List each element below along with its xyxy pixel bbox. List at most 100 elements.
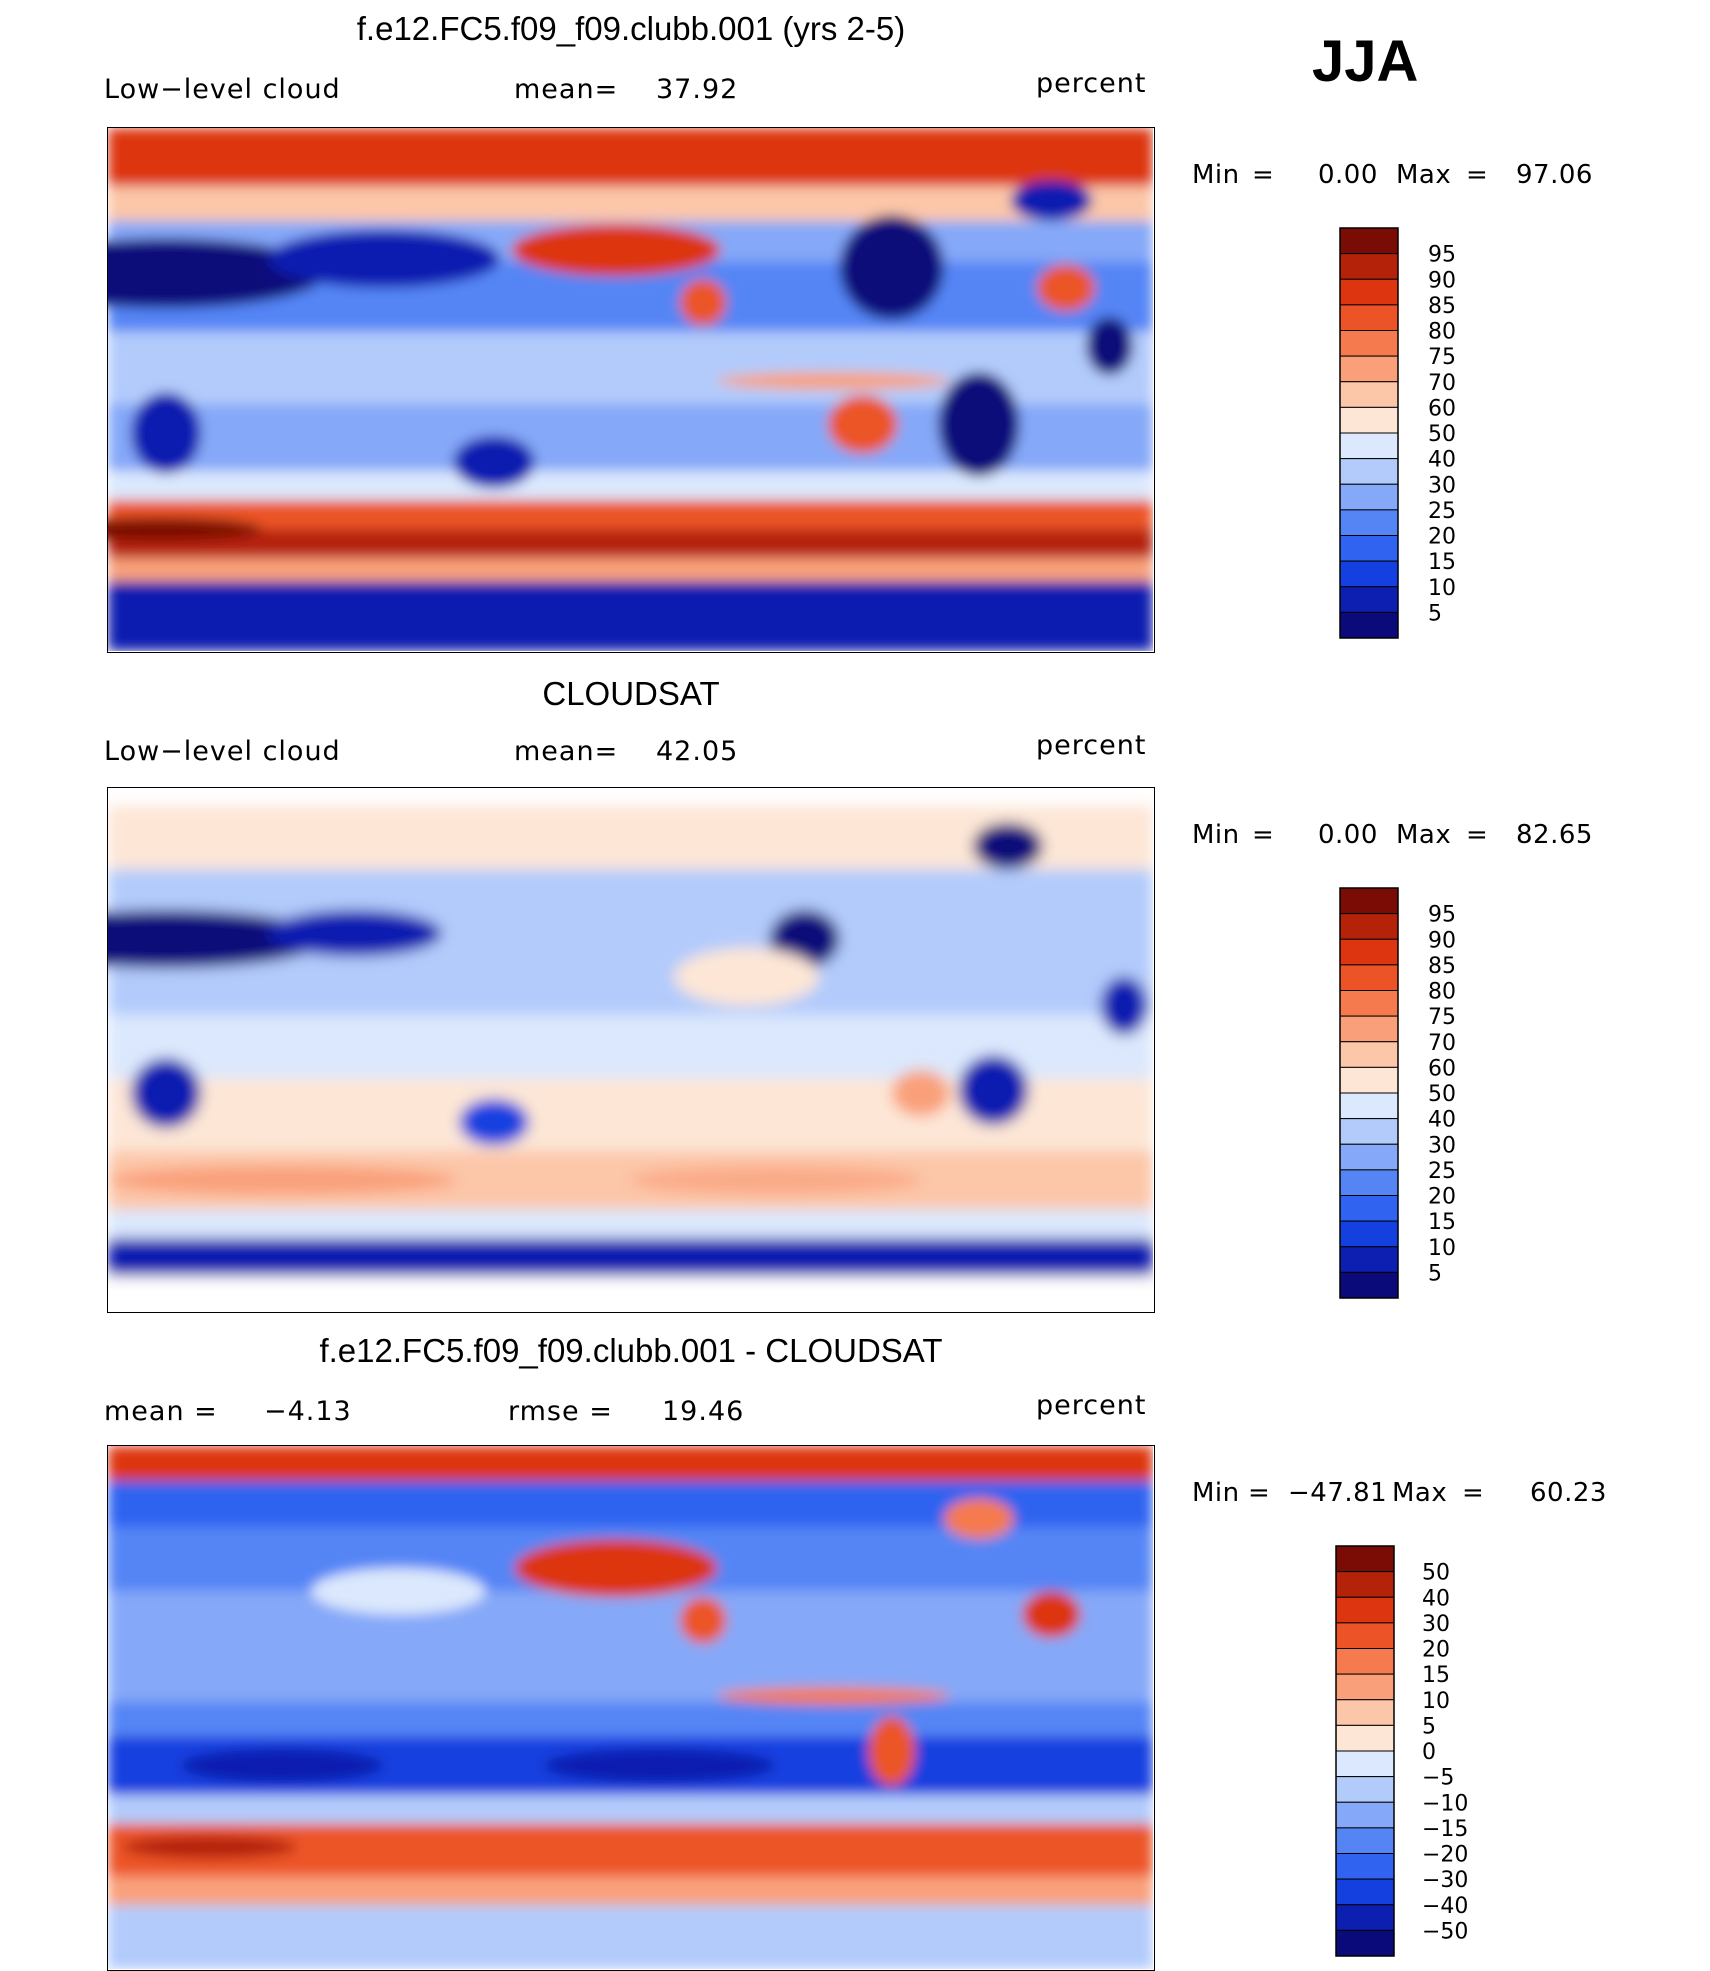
colorbar-1-swatch <box>1339 253 1399 280</box>
colorbar-3-tick-label: −50 <box>1422 1919 1468 1944</box>
colorbar-1-swatch <box>1339 611 1399 639</box>
colorbar-2-swatch <box>1339 1220 1399 1248</box>
panel-2-max-eq: = <box>1466 820 1489 850</box>
colorbar-1-swatch <box>1339 278 1399 306</box>
colorbar-2-swatch <box>1339 1246 1399 1273</box>
colorbar-3-swatch <box>1335 1750 1395 1778</box>
colorbar-2-tick-label: 20 <box>1428 1185 1456 1210</box>
colorbar-2-swatch <box>1339 1195 1399 1222</box>
colorbar-2-swatch <box>1339 1118 1399 1145</box>
panel-2-mean-value: 42.05 <box>656 736 739 767</box>
colorbar-3-swatch <box>1335 1596 1395 1624</box>
panel-2-max-value: 82.65 <box>1516 820 1593 850</box>
colorbar-2-tick-label: 60 <box>1428 1056 1456 1081</box>
colorbar-2-swatch <box>1339 1066 1399 1094</box>
panel-2-map <box>107 787 1155 1313</box>
colorbar-2-tick-label: 80 <box>1428 980 1456 1005</box>
colorbar-3-tick-label: −30 <box>1422 1868 1468 1893</box>
colorbar-1-swatch <box>1339 406 1399 434</box>
colorbar-2-tick-label: 85 <box>1428 954 1456 979</box>
colorbar-3-tick-label: −20 <box>1422 1843 1468 1868</box>
colorbar-2-tick-label: 95 <box>1428 903 1456 928</box>
panel-2-min-value: 0.00 <box>1318 820 1378 850</box>
colorbar-3-tick-label: 20 <box>1422 1638 1450 1663</box>
colorbar-3-swatch <box>1335 1878 1395 1906</box>
colorbar-3-tick-label: −5 <box>1422 1766 1454 1791</box>
colorbar-3-swatch <box>1335 1571 1395 1598</box>
colorbar-1-tick-label: 60 <box>1428 396 1456 421</box>
colorbar-2-swatch <box>1339 1041 1399 1068</box>
panel-3-rmse-value: 19.46 <box>662 1396 745 1427</box>
colorbar-1-swatch <box>1339 227 1399 255</box>
colorbar-1-swatch <box>1339 483 1399 511</box>
panel-2-mean-label: mean= <box>514 736 619 767</box>
colorbar-1-tick-label: 90 <box>1428 268 1456 293</box>
panel-1-map <box>107 127 1155 653</box>
panel-1-min-label: Min <box>1192 160 1240 190</box>
season-label: JJA <box>1312 29 1419 94</box>
colorbar-1-tick-label: 5 <box>1428 601 1442 626</box>
colorbar-2-tick-label: 25 <box>1428 1159 1456 1184</box>
panel-3-max-eq: = <box>1462 1478 1485 1508</box>
panel-3-units: percent <box>1036 1390 1147 1421</box>
colorbar-1-tick-label: 10 <box>1428 576 1456 601</box>
colorbar-2-swatch <box>1339 1169 1399 1196</box>
panel-3-mean-value: −4.13 <box>264 1396 352 1427</box>
colorbar-3-swatch <box>1335 1801 1395 1829</box>
panel-3-map <box>107 1445 1155 1971</box>
panel-1-mean-value: 37.92 <box>656 74 739 105</box>
panel-1-max-eq: = <box>1466 160 1489 190</box>
colorbar-1-tick-label: 30 <box>1428 473 1456 498</box>
colorbar-2-swatch <box>1339 990 1399 1017</box>
colorbar-3-swatch <box>1335 1776 1395 1803</box>
colorbar-3-swatch <box>1335 1853 1395 1880</box>
panel-2-min-label: Min <box>1192 820 1240 850</box>
colorbar-1-tick-label: 20 <box>1428 525 1456 550</box>
colorbar-3-tick-label: 5 <box>1422 1714 1436 1739</box>
colorbar-3-tick-label: 15 <box>1422 1663 1450 1688</box>
colorbar-1-swatch <box>1339 560 1399 588</box>
panel-3-min-value: −47.81 <box>1288 1478 1388 1508</box>
colorbar-2-tick-label: 70 <box>1428 1031 1456 1056</box>
colorbar-2-swatch <box>1339 913 1399 940</box>
colorbar-3-swatch <box>1335 1827 1395 1854</box>
panel-1-min-value: 0.00 <box>1318 160 1378 190</box>
colorbar-3-tick-label: 50 <box>1422 1561 1450 1586</box>
panel-1-max-value: 97.06 <box>1516 160 1593 190</box>
colorbar-3-tick-label: −15 <box>1422 1817 1468 1842</box>
panel-2-units: percent <box>1036 730 1147 761</box>
colorbar-1-tick-label: 40 <box>1428 448 1456 473</box>
panel-3-rmse-label: rmse = <box>508 1396 613 1427</box>
colorbar-2-swatch <box>1339 887 1399 915</box>
colorbar-2-tick-label: 50 <box>1428 1082 1456 1107</box>
colorbar-3-tick-label: 40 <box>1422 1586 1450 1611</box>
colorbar-1-swatch <box>1339 535 1399 562</box>
colorbar-1-swatch <box>1339 355 1399 383</box>
colorbar-2-tick-label: 10 <box>1428 1236 1456 1261</box>
colorbar-2-tick-label: 75 <box>1428 1005 1456 1030</box>
colorbar-2-swatch <box>1339 1015 1399 1043</box>
colorbar-3-swatch <box>1335 1904 1395 1931</box>
colorbar-1-tick-label: 75 <box>1428 345 1456 370</box>
colorbar-2-swatch <box>1339 1092 1399 1120</box>
panel-2-colorbar: 95 90 85 80 75 70 60 50 40 30 25 20 15 10 5 <box>1339 887 1460 1306</box>
panel-1-colorbar: 95 90 85 80 75 70 60 50 40 30 25 20 15 10 5 <box>1339 227 1460 646</box>
colorbar-3-swatch <box>1335 1545 1395 1573</box>
colorbar-1-swatch <box>1339 458 1399 485</box>
colorbar-3-swatch <box>1335 1724 1395 1752</box>
panel-2-title: CLOUDSAT <box>542 675 720 712</box>
colorbar-1-tick-label: 85 <box>1428 294 1456 319</box>
colorbar-1-tick-label: 95 <box>1428 243 1456 268</box>
colorbar-1-swatch <box>1339 330 1399 357</box>
panel-3-max-label: Max <box>1392 1478 1448 1508</box>
colorbar-3-swatch <box>1335 1673 1395 1701</box>
panel-1-units: percent <box>1036 68 1147 99</box>
colorbar-3-tick-label: −40 <box>1422 1894 1468 1919</box>
panel-3-min-label: Min <box>1192 1478 1240 1508</box>
panel-2-variable-label: Low−level cloud <box>104 736 341 767</box>
panel-3-colorbar: 50 40 30 20 15 10 5 0 −5 −10 −15 −20 −30 −40 −50 <box>1335 1545 1468 1964</box>
colorbar-3-tick-label: 10 <box>1422 1689 1450 1714</box>
colorbar-1-swatch <box>1339 509 1399 536</box>
colorbar-2-tick-label: 90 <box>1428 928 1456 953</box>
colorbar-3-tick-label: 30 <box>1422 1612 1450 1637</box>
